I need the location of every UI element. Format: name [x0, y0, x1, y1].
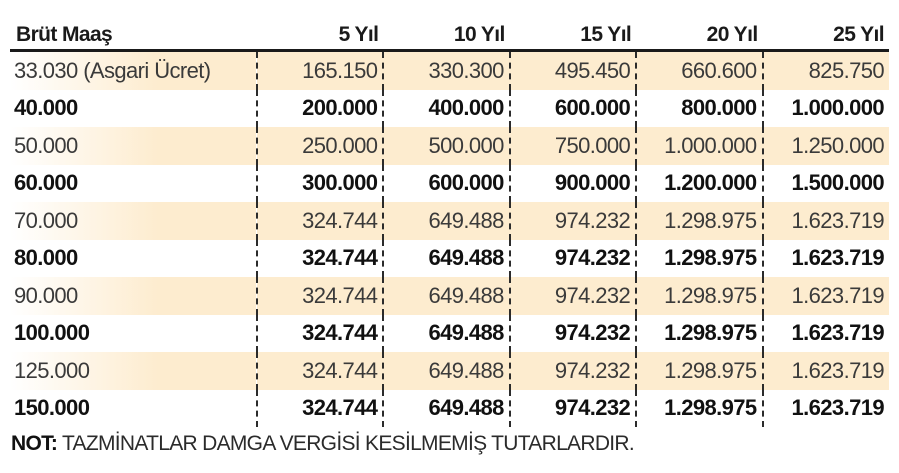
table-row: 80.000 324.744 649.488 974.232 1.298.975 1.62… [10, 239, 889, 277]
five-year-cell: 324.744 [255, 239, 384, 277]
ten-year-cell: 400.000 [382, 89, 510, 127]
five-year-cell: 300.000 [255, 164, 384, 202]
ten-year-cell: 500.000 [382, 127, 510, 165]
table-row: 40.000 200.000 400.000 600.000 800.000 1.000.… [10, 89, 889, 127]
gross-salary-cell: 125.000 [10, 352, 257, 390]
twenty-year-cell: 1.298.975 [635, 314, 763, 352]
gross-salary-cell: 60.000 [10, 164, 257, 202]
twenty-year-cell: 1.298.975 [635, 239, 763, 277]
five-year-cell: 324.744 [255, 389, 384, 427]
twenty-five-year-cell: 1.623.719 [761, 389, 889, 427]
fifteen-year-cell: 974.232 [508, 314, 637, 352]
twenty-five-year-cell: 1.623.719 [761, 277, 889, 315]
fifteen-year-cell: 974.232 [508, 202, 637, 240]
five-year-cell: 250.000 [255, 127, 384, 165]
ten-year-cell: 649.488 [382, 239, 510, 277]
twenty-five-year-cell: 1.623.719 [761, 314, 889, 352]
twenty-five-year-cell: 1.250.000 [761, 127, 889, 165]
twenty-year-cell: 660.600 [635, 50, 763, 90]
table-row: 125.000 324.744 649.488 974.232 1.298.975 1.6… [10, 352, 889, 390]
five-year-cell: 200.000 [255, 89, 384, 127]
twenty-year-cell: 1.200.000 [635, 164, 763, 202]
table-row: 50.000 250.000 500.000 750.000 1.000.000 1.25… [10, 127, 889, 165]
twenty-year-cell: 1.298.975 [635, 277, 763, 315]
ten-year-cell: 600.000 [382, 164, 510, 202]
twenty-year-cell: 800.000 [635, 89, 763, 127]
ten-year-cell: 649.488 [382, 277, 510, 315]
fifteen-year-cell: 974.232 [508, 239, 637, 277]
footnote-label: NOT: [11, 432, 58, 455]
table-header-row: Brüt Maaş 5 Yıl 10 Yıl 15 Yıl 20 Yıl 25 … [10, 14, 889, 52]
table-row: 60.000 300.000 600.000 900.000 1.200.000 1.50… [10, 164, 889, 202]
five-year-cell: 324.744 [255, 314, 384, 352]
twenty-year-cell: 1.298.975 [635, 202, 763, 240]
twenty-year-cell: 1.298.975 [635, 389, 763, 427]
twenty-five-year-cell: 1.623.719 [761, 239, 889, 277]
ten-year-cell: 649.488 [382, 352, 510, 390]
gross-salary-cell: 70.000 [10, 202, 257, 240]
header-gross-salary: Brüt Maaş [10, 14, 257, 52]
header-5-years: 5 Yıl [257, 14, 384, 52]
fifteen-year-cell: 974.232 [508, 389, 637, 427]
table-row: 70.000 324.744 649.488 974.232 1.298.975 1.62… [10, 202, 889, 240]
twenty-five-year-cell: 1.623.719 [761, 202, 889, 240]
five-year-cell: 324.744 [255, 277, 384, 315]
table-body: 33.030 (Asgari Ücret) 165.150 330.300 495.4… [10, 50, 889, 427]
gross-salary-cell: 150.000 [10, 389, 257, 427]
gross-salary-cell: 100.000 [10, 314, 257, 352]
twenty-five-year-cell: 1.000.000 [761, 89, 889, 127]
five-year-cell: 324.744 [255, 352, 384, 390]
fifteen-year-cell: 900.000 [508, 164, 637, 202]
five-year-cell: 324.744 [255, 202, 384, 240]
fifteen-year-cell: 600.000 [508, 89, 637, 127]
gross-salary-cell: 33.030 (Asgari Ücret) [10, 50, 257, 90]
twenty-five-year-cell: 1.500.000 [761, 164, 889, 202]
table-row: 33.030 (Asgari Ücret) 165.150 330.300 495.4… [10, 50, 889, 90]
gross-salary-cell: 50.000 [10, 127, 257, 165]
footnote: NOT: TAZMİNATLAR DAMGA VERGİSİ KESİLMEMİ… [11, 432, 635, 456]
twenty-five-year-cell: 1.623.719 [761, 352, 889, 390]
fifteen-year-cell: 974.232 [508, 277, 637, 315]
gross-salary-cell: 40.000 [10, 89, 257, 127]
fifteen-year-cell: 974.232 [508, 352, 637, 390]
severance-table: Brüt Maaş 5 Yıl 10 Yıl 15 Yıl 20 Yıl 25 … [10, 14, 889, 427]
ten-year-cell: 649.488 [382, 389, 510, 427]
ten-year-cell: 330.300 [382, 50, 510, 90]
table-row: 100.000 324.744 649.488 974.232 1.298.975 1.6… [10, 314, 889, 352]
header-25-years: 25 Yıl [762, 14, 889, 52]
header-15-years: 15 Yıl [509, 14, 637, 52]
twenty-five-year-cell: 825.750 [761, 50, 889, 90]
header-20-years: 20 Yıl [636, 14, 763, 52]
gross-salary-cell: 90.000 [10, 277, 257, 315]
twenty-year-cell: 1.000.000 [635, 127, 763, 165]
gross-salary-cell: 80.000 [10, 239, 257, 277]
fifteen-year-cell: 750.000 [508, 127, 637, 165]
five-year-cell: 165.150 [255, 50, 384, 90]
twenty-year-cell: 1.298.975 [635, 352, 763, 390]
ten-year-cell: 649.488 [382, 202, 510, 240]
table-row: 150.000 324.744 649.488 974.232 1.298.975 1.6… [10, 389, 889, 427]
ten-year-cell: 649.488 [382, 314, 510, 352]
fifteen-year-cell: 495.450 [508, 50, 637, 90]
footnote-text: TAZMİNATLAR DAMGA VERGİSİ KESİLMEMİŞ TUT… [57, 432, 635, 455]
header-10-years: 10 Yıl [383, 14, 510, 52]
table-row: 90.000 324.744 649.488 974.232 1.298.975 1.62… [10, 277, 889, 315]
